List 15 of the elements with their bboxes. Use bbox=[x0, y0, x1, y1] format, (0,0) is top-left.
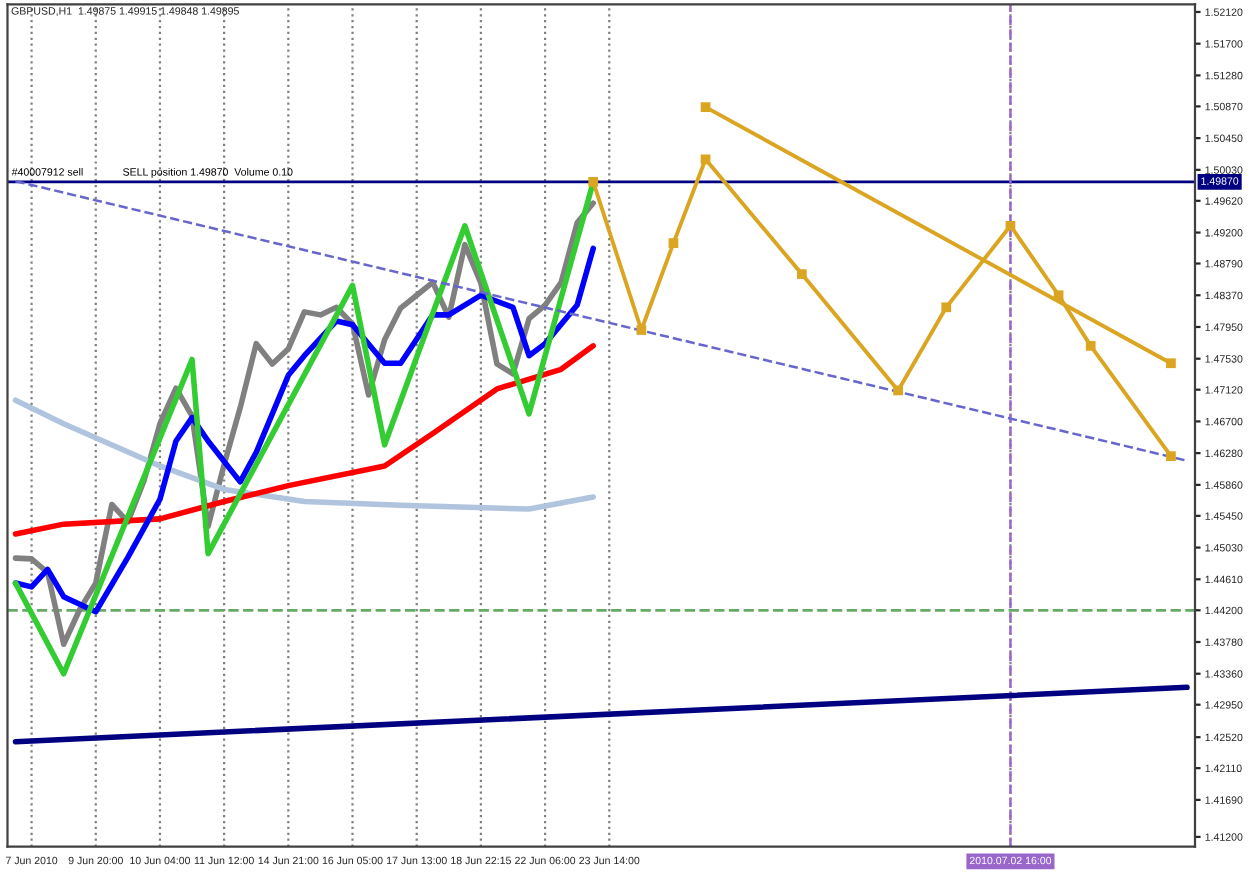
line-series bbox=[12, 397, 597, 512]
point bbox=[1166, 451, 1176, 462]
point bbox=[1085, 341, 1096, 351]
point bbox=[588, 177, 599, 187]
point bbox=[1166, 358, 1176, 369]
point bbox=[796, 269, 807, 279]
point bbox=[941, 302, 952, 313]
point bbox=[636, 325, 647, 335]
point bbox=[668, 238, 679, 248]
line-series bbox=[12, 245, 597, 615]
point bbox=[700, 154, 711, 165]
point bbox=[700, 102, 711, 113]
line-series bbox=[12, 343, 597, 537]
point bbox=[1005, 220, 1016, 231]
point bbox=[893, 385, 903, 396]
